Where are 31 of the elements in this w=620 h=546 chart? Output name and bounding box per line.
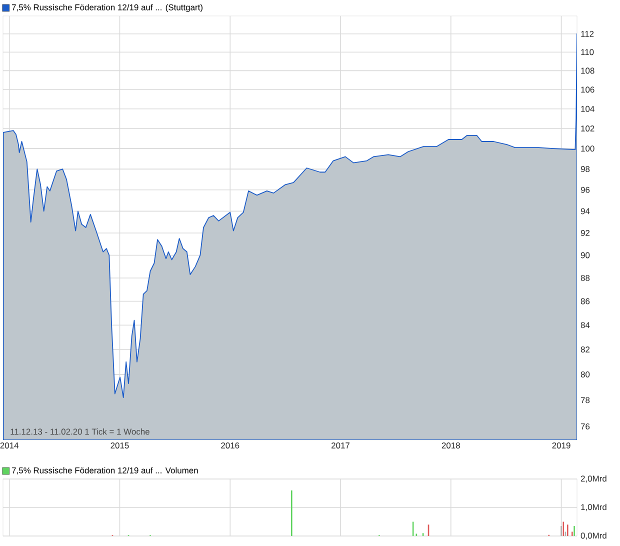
y-tick-label: 80 <box>580 371 590 378</box>
y-tick-label: 112 <box>581 30 594 37</box>
y-tick-label: 104 <box>581 106 594 112</box>
y-tick-label: 96 <box>580 186 590 193</box>
x-tick-label: 2018 <box>442 442 460 448</box>
annotation: 11.12.13 - 11.02.20 1 Tick = 1 Woche <box>10 428 150 435</box>
y-tick-label: 106 <box>581 86 594 93</box>
y-tick-label: 108 <box>581 68 594 74</box>
x-tick-label: 2015 <box>110 442 129 448</box>
y-tick-label: 92 <box>580 230 590 236</box>
y-tick-label: 1,0Mrd <box>581 504 606 512</box>
x-tick-label: 2016 <box>221 442 240 448</box>
y-tick-label: 110 <box>581 49 594 56</box>
y-tick-label: 102 <box>581 126 594 132</box>
y-tick-label: 86 <box>580 298 590 304</box>
legend-label: 7,5% Russische Föderation 12/19 auf ... Volumen <box>12 467 198 474</box>
y-tick-label: 2,0Mrd <box>580 475 606 483</box>
legend-label: 7,5% Russische Föderation 12/19 auf ... (Stuttgart) <box>12 4 202 12</box>
y-tick-label: 98 <box>580 166 590 172</box>
y-tick-label: 90 <box>580 252 590 258</box>
y-tick-label: 88 <box>580 275 590 281</box>
x-tick-label: 2017 <box>332 442 350 448</box>
y-tick-label: 94 <box>580 208 590 214</box>
y-tick-label: 0,0Mrd <box>580 532 606 540</box>
y-tick-label: 76 <box>580 423 590 430</box>
y-tick-label: 82 <box>580 346 590 352</box>
y-tick-label: 78 <box>580 397 590 404</box>
y-tick-label: 84 <box>580 322 590 328</box>
y-tick-label: 100 <box>581 146 594 152</box>
x-tick-label: 2014 <box>0 442 19 448</box>
x-tick-label: 2019 <box>552 442 570 448</box>
